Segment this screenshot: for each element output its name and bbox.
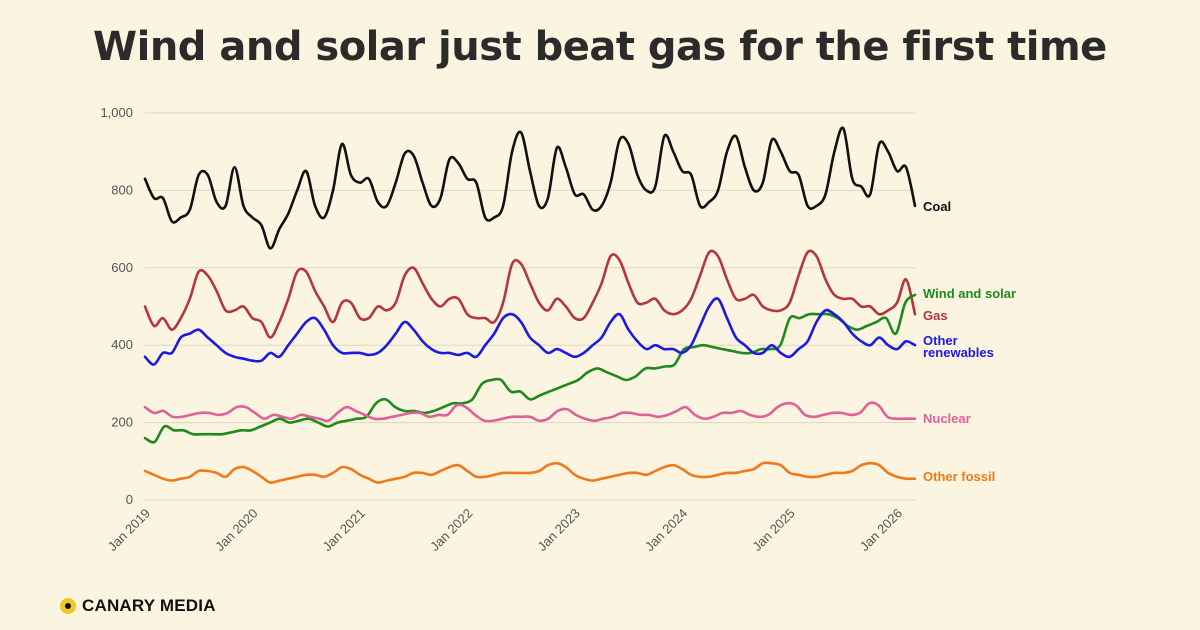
x-tick-label: Jan 2026	[857, 506, 905, 554]
x-tick-label: Jan 2019	[105, 506, 153, 554]
x-tick-label: Jan 2024	[642, 506, 690, 554]
grid-lines	[145, 112, 915, 501]
series-line-wind-and-solar	[143, 293, 917, 444]
canary-logo-icon	[60, 598, 76, 614]
x-axis-tick-labels: Jan 2019 Jan 2020 Jan 2021 Jan 2022 Jan 2023…	[105, 506, 906, 554]
series-line-coal	[143, 126, 917, 250]
series-lines	[143, 126, 917, 485]
y-axis-tick-labels: 0 200 400 600 800 1,000	[100, 105, 133, 507]
y-tick-label: 600	[111, 260, 133, 275]
brand-name: CANARY MEDIA	[82, 596, 216, 615]
series-label-other-fossil: Other fossil	[923, 469, 995, 484]
series-labels: Coal Gas Wind and solar Other renewables Nucl…	[923, 199, 1016, 484]
y-tick-label: 200	[111, 415, 133, 430]
page-title: Wind and solar just beat gas for the fir…	[93, 24, 1107, 70]
series-line-nuclear	[143, 401, 917, 423]
x-tick-label: Jan 2023	[534, 506, 582, 554]
series-label-gas: Gas	[923, 308, 948, 323]
series-line-gas	[143, 249, 917, 339]
y-tick-label: 800	[111, 182, 133, 197]
series-line-other-fossil	[143, 461, 917, 485]
x-tick-label: Jan 2020	[212, 506, 260, 554]
series-label-other-renewables: Other renewables	[923, 333, 994, 360]
y-tick-label: 400	[111, 337, 133, 352]
series-label-nuclear: Nuclear	[923, 411, 971, 426]
x-tick-label: Jan 2022	[427, 506, 475, 554]
series-line-other-renewables	[143, 297, 917, 366]
series-label-coal: Coal	[923, 199, 951, 214]
x-tick-label: Jan 2025	[749, 506, 797, 554]
series-label-wind-and-solar: Wind and solar	[923, 286, 1016, 301]
brand-logo: CANARY MEDIA	[60, 596, 216, 616]
y-tick-label: 0	[126, 492, 133, 507]
x-tick-label: Jan 2021	[320, 506, 368, 554]
y-tick-label: 1,000	[100, 105, 133, 120]
